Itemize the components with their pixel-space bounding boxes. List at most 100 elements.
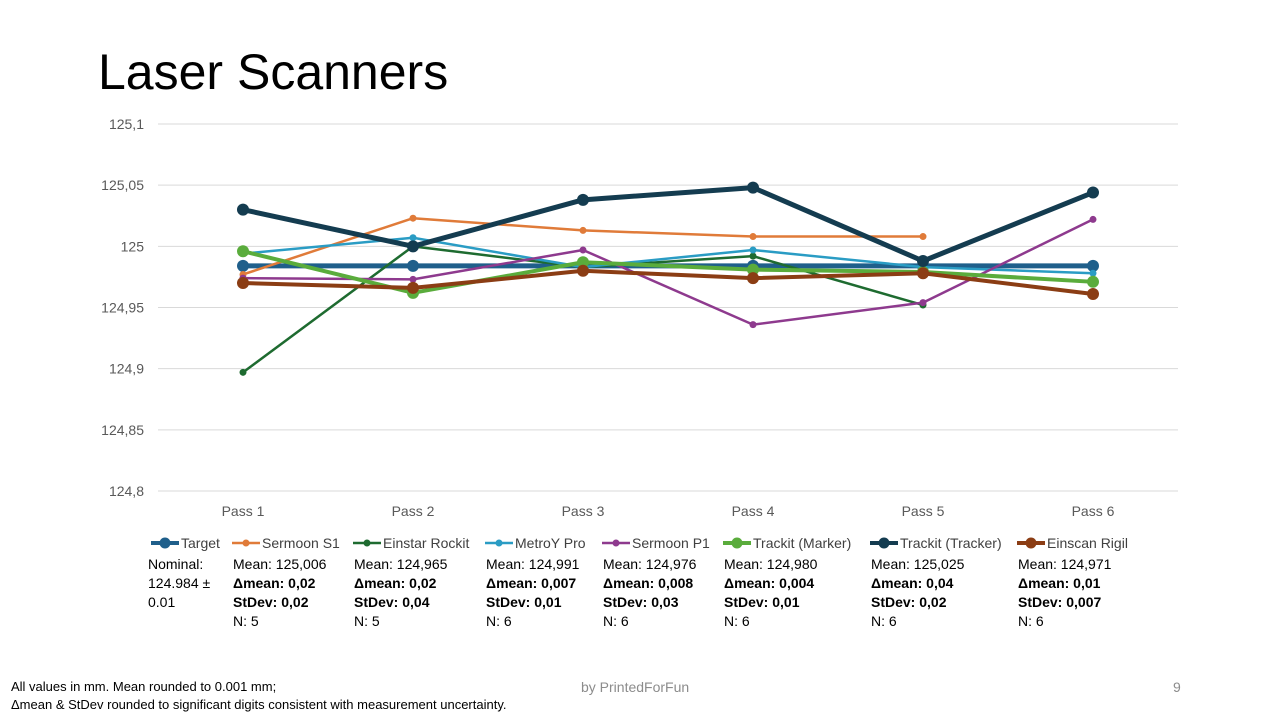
legend-label: MetroY Pro (515, 535, 586, 551)
data-point (237, 245, 249, 258)
legend-swatch-icon (485, 539, 513, 547)
data-point (579, 246, 587, 254)
legend-swatch-icon (602, 539, 630, 547)
stats-line: 0.01 (148, 594, 176, 610)
stats-line: StDev: 0,03 (603, 594, 679, 610)
stats-line: StDev: 0,02 (871, 594, 947, 610)
data-point (1087, 275, 1099, 288)
legend-item: Trackit (Marker) (722, 534, 851, 552)
data-point (237, 259, 249, 272)
slide-title: Laser Scanners (98, 44, 449, 100)
series-layer (237, 181, 1099, 376)
data-point (749, 252, 757, 260)
legend-swatch-icon (232, 539, 260, 547)
legend-label: Trackit (Marker) (753, 535, 852, 551)
stats-line: Nominal: (148, 556, 204, 572)
y-tick-label: 124,95 (101, 300, 144, 316)
data-point (919, 233, 927, 241)
stats-line: Δmean: 0,01 (1018, 575, 1101, 591)
legend-item: Sermoon S1 (231, 534, 340, 552)
legend-label: Target (181, 535, 220, 551)
legend-swatch-icon (353, 539, 381, 547)
stats-line: N: 6 (486, 613, 512, 629)
data-point (1087, 288, 1099, 301)
stats-block: Mean: 124,976 Δmean: 0,008 StDev: 0,03 N: 6 (603, 555, 696, 631)
data-point (409, 214, 417, 222)
data-point (577, 193, 589, 206)
data-point (409, 234, 417, 242)
data-point (917, 267, 929, 280)
data-point (747, 272, 759, 285)
data-point (237, 277, 249, 290)
stats-line: N: 6 (603, 613, 629, 629)
stats-line: 124.984 ± (148, 575, 211, 591)
data-point (407, 259, 419, 272)
data-point (237, 203, 249, 216)
grid-lines (158, 123, 1178, 492)
legend-swatch-icon (870, 537, 898, 549)
data-point (577, 256, 589, 269)
data-point (1089, 215, 1097, 223)
data-point (749, 246, 757, 254)
data-point (1087, 186, 1099, 199)
series-line (242, 218, 1094, 326)
legend-swatch-icon (1017, 537, 1045, 549)
credit-text: by PrintedForFun (581, 679, 690, 695)
legend-item: Einstar Rockit (352, 534, 469, 552)
x-tick-label: Pass 4 (732, 503, 775, 519)
stats-block: Mean: 124,971 Δmean: 0,01 StDev: 0,007 N: 6 (1018, 555, 1111, 631)
stats-line: Δmean: 0,04 (871, 575, 954, 591)
stats-line: StDev: 0,02 (233, 594, 309, 610)
x-tick-label: Pass 1 (222, 503, 265, 519)
stats-line: StDev: 0,04 (354, 594, 430, 610)
series-line (242, 185, 1094, 264)
series-einscan-rigil (237, 264, 1099, 301)
stats-line: Mean: 124,991 (486, 556, 580, 572)
y-tick-label: 125 (121, 238, 145, 254)
stats-block: Mean: 125,006 Δmean: 0,02 StDev: 0,02 N: 5 (233, 555, 326, 631)
stats-line: Mean: 124,980 (724, 556, 818, 572)
legend-swatch-icon (723, 537, 751, 549)
stats-line: N: 5 (233, 613, 259, 629)
stats-block: Mean: 124,965 Δmean: 0,02 StDev: 0,04 N: 5 (354, 555, 447, 631)
legend-item: Trackit (Tracker) (869, 534, 1002, 552)
stats-line: Mean: 124,971 (1018, 556, 1112, 572)
legend-label: Sermoon P1 (632, 535, 710, 551)
stats-line: N: 6 (724, 613, 750, 629)
series-trackit-tracker (237, 181, 1099, 268)
data-point (747, 181, 759, 194)
data-point (749, 321, 757, 329)
legend-item: Einscan Rigil (1016, 534, 1128, 552)
data-point (749, 233, 757, 241)
data-point (409, 275, 417, 283)
stats-line: Mean: 125,006 (233, 556, 327, 572)
data-point (917, 255, 929, 268)
stats-line: StDev: 0,007 (1018, 594, 1102, 610)
stats-line: StDev: 0,01 (486, 594, 562, 610)
y-tick-label: 124,85 (101, 422, 144, 438)
data-point (919, 299, 927, 307)
data-point (407, 281, 419, 294)
legend-label: Einstar Rockit (383, 535, 470, 551)
data-point (1087, 259, 1099, 272)
legend-item: MetroY Pro (484, 534, 586, 552)
stats-block: Mean: 125,025 Δmean: 0,04 StDev: 0,02 N: 6 (871, 555, 964, 631)
stats-line: Δmean: 0,004 (724, 575, 815, 591)
stats-line: N: 5 (354, 613, 380, 629)
data-point (579, 226, 587, 234)
series-trackit-marker (237, 245, 1099, 299)
data-point (1089, 269, 1097, 277)
stats-line: StDev: 0,01 (724, 594, 800, 610)
legend-swatch-icon (151, 537, 179, 549)
page-number: 9 (1173, 679, 1181, 695)
y-tick-label: 125,05 (101, 177, 144, 193)
legend-label: Sermoon S1 (262, 535, 340, 551)
data-point (407, 240, 419, 253)
x-tick-label: Pass 3 (562, 503, 605, 519)
stats-line: N: 6 (871, 613, 897, 629)
stats-line: N: 6 (1018, 613, 1044, 629)
stats-line: Δmean: 0,007 (486, 575, 577, 591)
x-axis-ticks: Pass 1 Pass 2 Pass 3 Pass 4 Pass 5 Pass 6 (222, 503, 1115, 519)
stats-line: Δmean: 0,02 (233, 575, 316, 591)
